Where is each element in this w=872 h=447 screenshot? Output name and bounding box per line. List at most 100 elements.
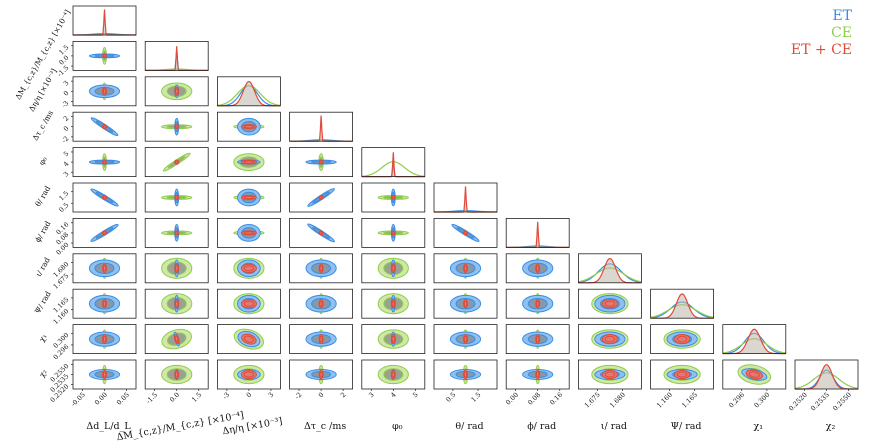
panel-frame-theta-eta: [216, 182, 281, 213]
panel-frame-chi1-phi0: [361, 324, 426, 355]
x-tick-label-tc-0: -2: [293, 391, 303, 401]
x-tick-label-phi0-0: 3: [367, 391, 376, 400]
contour-inner-etce: [102, 54, 107, 58]
legend-entry-et: ET: [832, 8, 852, 24]
panel-frame-iota-Mc: [144, 253, 209, 284]
contour-inner-etce: [391, 300, 395, 307]
panel-frame-theta-theta: [433, 182, 498, 213]
ylabel-6: ϕ/ rad: [33, 219, 52, 243]
panel-frame-theta-tc: [289, 182, 354, 213]
panel-frame-phi0-phi0: [361, 147, 426, 178]
panel-frame-eta-eta: [216, 76, 281, 107]
contour-inner-etce: [102, 160, 107, 164]
panel-frame-psi-iota: [578, 288, 642, 319]
contour-inner-etce: [174, 335, 179, 343]
contour-etce-psi-eta: [240, 299, 257, 309]
contour-inner-etce: [463, 335, 468, 343]
contour-inner-etce: [319, 300, 323, 307]
contour-etce-chi1-iota: [601, 334, 618, 345]
x-tick-label-phi-0: 0.00: [504, 391, 520, 407]
contour-inner-etce: [319, 231, 323, 235]
panel-frame-chi2-theta: [433, 359, 498, 390]
ylabel-8: Ψ/ rad: [33, 289, 53, 315]
x-tick-label-eta-1: 0: [245, 391, 254, 400]
marginal-fill-eta: [217, 81, 281, 106]
y-tick-label-1-2: -1.5: [56, 64, 71, 79]
contour-etce-phi-eta: [240, 230, 257, 236]
x-tick-label-phi0-1: 4: [389, 391, 398, 400]
panel-frame-phi-eta: [216, 217, 281, 248]
x-tick-label-iota-0: 1.675: [583, 391, 602, 410]
contour-etce-chi2-chi1: [745, 369, 763, 380]
contour-etce-phi0-Mc: [174, 159, 180, 165]
contour-inner-etce: [102, 371, 107, 378]
x-tick-label-dL-2: 0.05: [115, 391, 131, 407]
panel-frame-psi-theta: [433, 288, 498, 319]
contour-inner-etce: [102, 231, 107, 235]
panel-frame-psi-tc: [289, 288, 354, 319]
contour-inner-etce: [175, 125, 179, 129]
y-tick-label-5-0: 1.5: [57, 189, 70, 202]
marginal-fill-chi1: [722, 329, 786, 354]
x-tick-label-Mc-1: 0.0: [168, 391, 181, 404]
contour-etce-theta-dL: [101, 194, 108, 201]
contour-inner-etce: [102, 195, 107, 200]
contour-etce-iota-theta: [463, 263, 468, 273]
contour-inner-etce: [175, 265, 179, 272]
contour-etce-phi-tc: [318, 230, 324, 236]
x-tick-label-chi2-1: 0.2535: [809, 391, 831, 413]
x-tick-label-dL-1: 0.00: [93, 391, 109, 407]
contour-inner-etce: [175, 300, 179, 307]
panel-frame-psi-phi0: [361, 288, 426, 319]
contour-etce-chi2-theta: [463, 369, 468, 380]
panel-frame-chi1-psi: [650, 324, 714, 355]
contour-etce-phi0-eta: [240, 159, 257, 165]
xlabel-phi0: φ₀: [392, 421, 403, 432]
ylabel-7: ι/ rad: [34, 256, 52, 279]
contour-inner-etce: [175, 88, 179, 95]
contour-etce-phi0-dL: [102, 159, 107, 165]
marginal-fill-phi0: [361, 152, 425, 177]
marginal-fill-chi2: [795, 364, 858, 389]
xlabel-iota: ι/ rad: [601, 421, 627, 432]
contour-inner-etce: [243, 300, 255, 307]
contour-etce-chi2-psi: [674, 369, 691, 380]
marginal-fill-Mc: [145, 46, 209, 71]
contour-etce-chi2-dL: [102, 369, 107, 380]
contour-etce-psi-theta: [463, 299, 468, 309]
contour-inner-etce: [536, 265, 540, 272]
contour-inner-etce: [319, 160, 323, 164]
contour-inner-etce: [391, 231, 395, 235]
x-tick-label-chi2-0: 0.2520: [787, 391, 809, 413]
contour-inner-etce: [604, 335, 616, 343]
contour-inner-etce: [604, 300, 616, 307]
panel-frame-chi1-iota: [578, 324, 642, 355]
contour-inner-etce: [391, 371, 395, 378]
x-tick-label-dL-0: -0.05: [69, 391, 86, 408]
y-tick-label-2-0: 3: [62, 79, 71, 88]
panel-frame-dL-dL: [72, 5, 137, 36]
contour-inner-etce: [463, 300, 468, 307]
legend-entry-et-ce: ET + CE: [790, 42, 852, 58]
xlabel-phi: ϕ/ rad: [527, 421, 556, 432]
panel-frame-chi2-iota: [578, 359, 642, 390]
x-tick-label-chi1-1: 0.300: [752, 391, 771, 410]
contour-etce-theta-phi0: [390, 195, 396, 200]
y-tick-label-2-2: -3: [60, 99, 70, 109]
contour-etce-phi-Mc: [174, 230, 180, 236]
contour-etce-theta-tc: [318, 194, 324, 201]
panel-frame-Mc-Mc: [144, 41, 209, 71]
contour-etce-psi-dL: [102, 299, 107, 309]
ylabel-4: φ₀: [37, 155, 49, 167]
contour-inner-etce: [175, 195, 179, 200]
panel-frame-eta-Mc: [144, 76, 209, 107]
x-tick-label-chi1-0: 0.296: [727, 391, 746, 410]
panel-frame-tc-tc: [289, 111, 354, 142]
y-tick-label-3-1: 0: [62, 124, 71, 133]
contour-etce-Mc-dL: [102, 53, 107, 59]
x-tick-label-tc-2: 2: [339, 391, 348, 400]
contour-etce-tc-dL: [101, 124, 108, 130]
panel-frame-tc-Mc: [144, 111, 209, 142]
marginal-fill-theta: [434, 186, 497, 212]
